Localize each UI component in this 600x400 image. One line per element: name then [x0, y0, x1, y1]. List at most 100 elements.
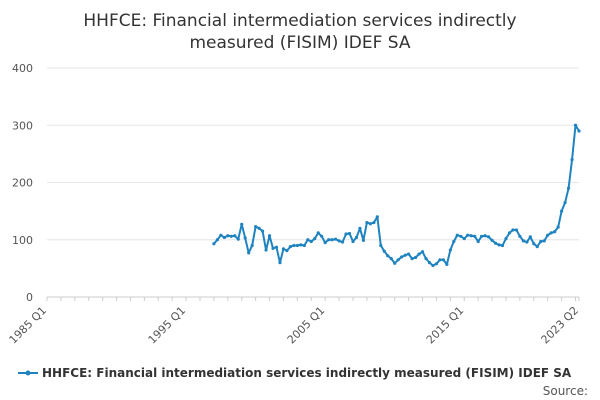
data-point[interactable] [542, 239, 546, 243]
data-point[interactable] [504, 237, 508, 241]
data-point[interactable] [288, 245, 292, 249]
data-point[interactable] [518, 234, 522, 238]
data-point[interactable] [354, 235, 359, 240]
data-point[interactable] [267, 234, 272, 238]
data-point[interactable] [431, 263, 435, 268]
data-point[interactable] [420, 250, 425, 254]
data-point[interactable] [327, 238, 331, 242]
data-point[interactable] [212, 242, 216, 246]
data-point[interactable] [240, 222, 244, 226]
data-point[interactable] [264, 248, 268, 252]
data-point[interactable] [351, 239, 355, 244]
data-point[interactable] [573, 123, 578, 127]
data-point[interactable] [448, 248, 452, 252]
data-point[interactable] [452, 239, 456, 244]
data-point[interactable] [577, 129, 581, 133]
data-point[interactable] [365, 220, 369, 225]
data-point[interactable] [528, 235, 532, 239]
data-point[interactable] [424, 257, 428, 261]
data-point[interactable] [497, 243, 501, 247]
data-point[interactable] [560, 209, 564, 213]
data-point[interactable] [260, 229, 265, 233]
data-point[interactable] [462, 237, 466, 241]
data-point[interactable] [469, 234, 473, 238]
data-point[interactable] [306, 238, 310, 242]
data-point[interactable] [486, 235, 491, 239]
data-point[interactable] [316, 231, 320, 235]
data-point[interactable] [344, 232, 348, 236]
data-point[interactable] [281, 247, 286, 251]
data-point[interactable] [473, 234, 477, 238]
data-point[interactable] [493, 241, 498, 245]
data-point[interactable] [233, 234, 237, 238]
data-point[interactable] [535, 245, 539, 249]
data-point[interactable] [292, 243, 296, 248]
data-point[interactable] [313, 237, 317, 241]
data-point[interactable] [323, 241, 327, 245]
data-point[interactable] [438, 258, 442, 262]
data-point[interactable] [403, 253, 407, 257]
data-point[interactable] [340, 240, 345, 244]
data-point[interactable] [566, 186, 571, 190]
data-point[interactable] [219, 233, 223, 237]
data-point[interactable] [525, 240, 529, 244]
data-point[interactable] [417, 252, 421, 256]
data-point[interactable] [379, 243, 383, 248]
data-point[interactable] [396, 258, 400, 262]
data-point[interactable] [532, 242, 536, 246]
data-point[interactable] [320, 234, 324, 238]
data-point[interactable] [445, 262, 449, 266]
data-point[interactable] [274, 245, 279, 249]
data-point[interactable] [361, 238, 366, 242]
data-point[interactable] [546, 233, 550, 237]
data-point[interactable] [271, 246, 275, 250]
data-point[interactable] [226, 234, 230, 238]
data-point[interactable] [480, 234, 484, 238]
data-point[interactable] [243, 236, 247, 240]
data-point[interactable] [375, 215, 379, 219]
data-point[interactable] [386, 254, 390, 258]
data-point[interactable] [347, 231, 352, 236]
data-point[interactable] [247, 251, 251, 255]
data-point[interactable] [257, 226, 261, 230]
data-point[interactable] [563, 200, 567, 205]
data-point[interactable] [507, 231, 512, 235]
data-point[interactable] [549, 231, 553, 235]
data-point[interactable] [372, 220, 376, 225]
data-point[interactable] [295, 243, 299, 248]
data-point[interactable] [382, 249, 386, 253]
data-point[interactable] [500, 243, 505, 248]
data-point[interactable] [337, 239, 341, 243]
data-point[interactable] [521, 239, 525, 243]
data-point[interactable] [434, 262, 439, 266]
data-point[interactable] [229, 234, 233, 238]
data-point[interactable] [299, 243, 303, 247]
data-point[interactable] [455, 233, 459, 237]
data-point[interactable] [309, 239, 313, 244]
data-point[interactable] [413, 255, 418, 260]
data-point[interactable] [302, 243, 306, 248]
data-point[interactable] [483, 234, 487, 238]
data-point[interactable] [466, 233, 470, 237]
data-point[interactable] [334, 237, 338, 241]
data-point[interactable] [285, 249, 289, 253]
data-point[interactable] [511, 228, 515, 232]
data-point[interactable] [400, 255, 404, 259]
data-point[interactable] [410, 257, 414, 261]
data-point[interactable] [459, 234, 463, 238]
data-point[interactable] [278, 261, 282, 265]
data-point[interactable] [358, 226, 362, 230]
data-point[interactable] [427, 261, 432, 265]
data-point[interactable] [368, 222, 372, 226]
legend[interactable]: HHFCE: Financial intermediation services… [18, 366, 572, 380]
data-point[interactable] [441, 258, 445, 262]
data-point[interactable] [553, 230, 557, 234]
data-point[interactable] [330, 238, 334, 242]
data-point[interactable] [254, 224, 258, 229]
data-point[interactable] [570, 158, 574, 162]
data-point[interactable] [407, 252, 411, 256]
data-point[interactable] [490, 238, 494, 242]
data-point[interactable] [514, 228, 519, 232]
data-point[interactable] [236, 237, 240, 241]
data-point[interactable] [389, 257, 393, 261]
